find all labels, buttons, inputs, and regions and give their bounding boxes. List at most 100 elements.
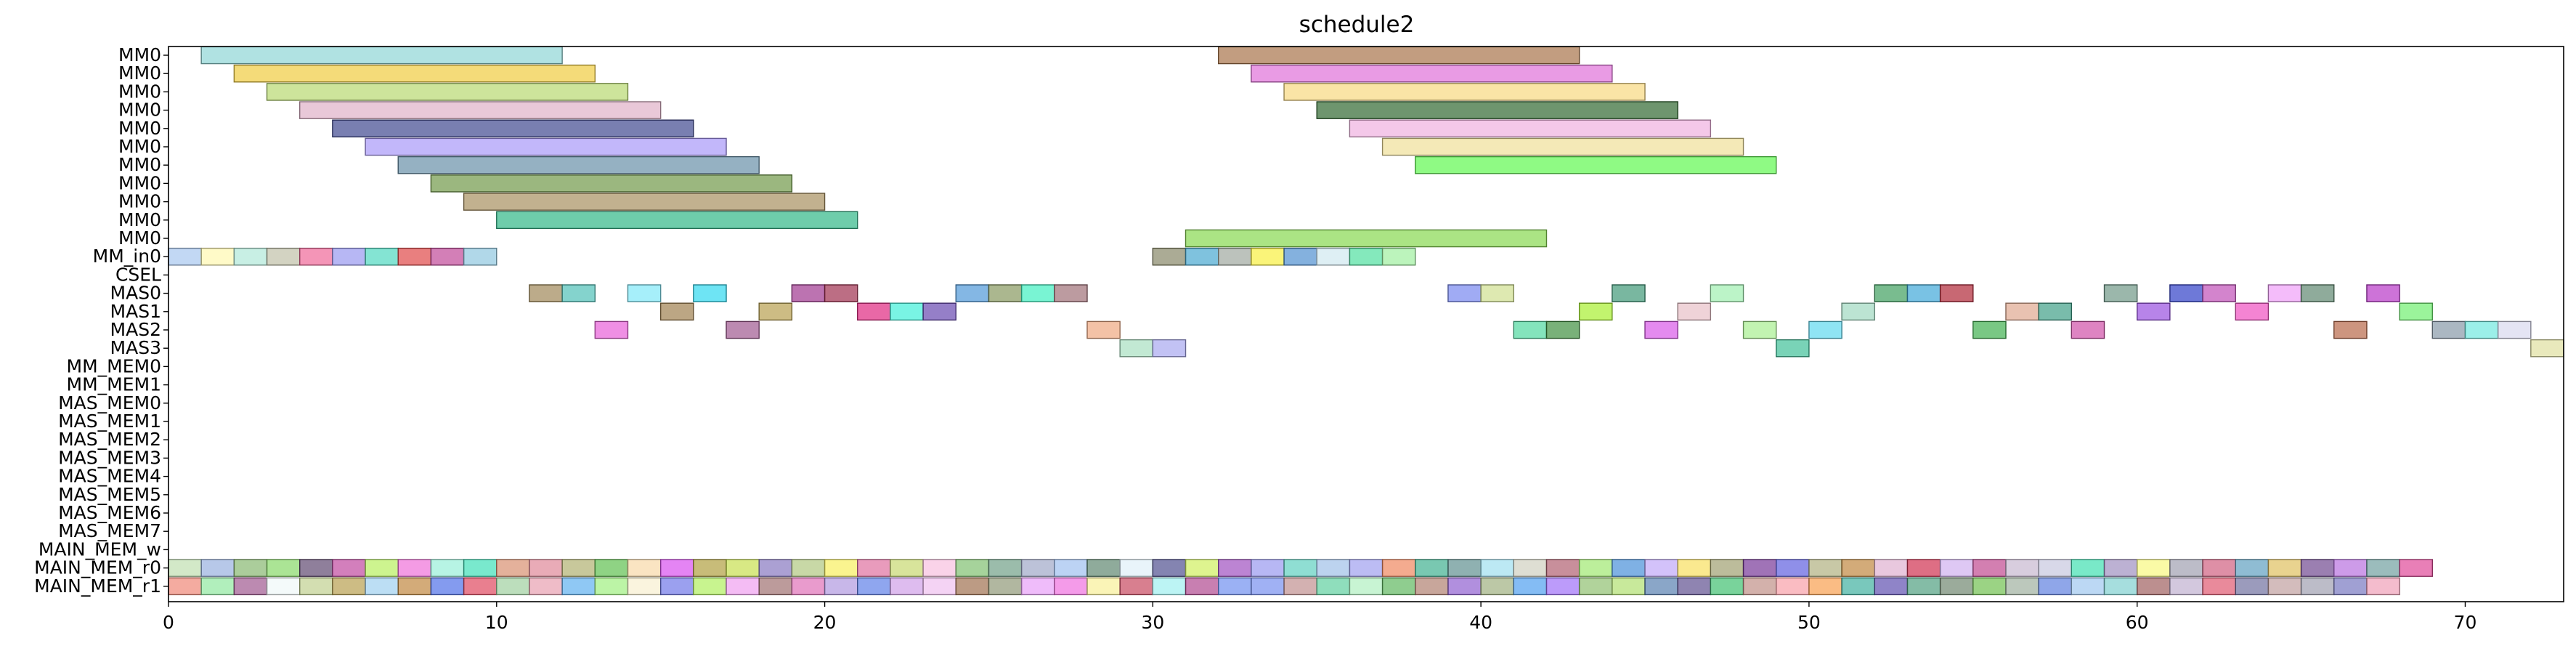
main-mem-r0-bar [266, 559, 301, 577]
y-tick-label: MM0 [118, 191, 161, 212]
main-mem-r1-bar [332, 577, 366, 596]
task-bar [1447, 284, 1482, 302]
task-bar [693, 284, 727, 302]
task-bar [1710, 284, 1744, 302]
main-mem-r0-bar [1217, 559, 1252, 577]
main-mem-r1-bar [1185, 577, 1219, 596]
main-mem-r0-bar [1349, 559, 1384, 577]
main-mem-r1-bar [1841, 577, 1875, 596]
task-bar [299, 247, 333, 266]
task-bar [561, 284, 596, 302]
main-mem-r1-bar [922, 577, 956, 596]
main-mem-r1-bar [1939, 577, 1974, 596]
main-mem-r0-bar [1020, 559, 1055, 577]
main-mem-r1-bar [1710, 577, 1744, 596]
main-mem-r0-bar [2038, 559, 2073, 577]
main-mem-r0-bar [922, 559, 956, 577]
main-mem-r1-bar [2300, 577, 2335, 596]
task-bar [299, 101, 662, 119]
y-tick-label: MM0 [118, 209, 161, 230]
main-mem-r0-bar [1513, 559, 1548, 577]
main-mem-r0-bar [1710, 559, 1744, 577]
main-mem-r1-bar [791, 577, 826, 596]
task-bar [2103, 284, 2138, 302]
task-bar [857, 302, 891, 321]
main-mem-r1-bar [2136, 577, 2171, 596]
task-bar [1283, 247, 1317, 266]
main-mem-r0-bar [1316, 559, 1351, 577]
task-bar [1316, 247, 1351, 266]
main-mem-r0-bar [1152, 559, 1187, 577]
main-mem-r1-bar [200, 577, 235, 596]
task-bar [332, 119, 694, 138]
task-bar [1644, 320, 1678, 339]
main-mem-r1-bar [168, 577, 202, 596]
main-mem-r0-bar [2071, 559, 2105, 577]
task-bar [1906, 284, 1941, 302]
main-mem-r0-bar [1545, 559, 1580, 577]
task-bar [2300, 284, 2335, 302]
main-mem-r1-bar [1742, 577, 1777, 596]
main-mem-r0-bar [693, 559, 727, 577]
task-bar [397, 156, 760, 174]
y-tick-label: MAS_MEM1 [58, 411, 161, 432]
main-mem-r0-bar [2005, 559, 2039, 577]
main-mem-r1-bar [430, 577, 465, 596]
main-mem-r0-bar [2333, 559, 2368, 577]
main-mem-r1-bar [1874, 577, 1909, 596]
y-tick-label: MAS3 [110, 337, 161, 358]
task-bar [1020, 284, 1055, 302]
main-mem-r1-bar [857, 577, 891, 596]
x-tick-label: 10 [485, 612, 508, 633]
main-mem-r1-bar [397, 577, 432, 596]
main-mem-r1-bar [496, 577, 530, 596]
main-mem-r1-bar [233, 577, 268, 596]
main-mem-r1-bar [1381, 577, 1416, 596]
task-bar [397, 247, 432, 266]
main-mem-r0-bar [1381, 559, 1416, 577]
y-axis-labels: MM0MM0MM0MM0MM0MM0MM0MM0MM0MM0MM0MM_in0C… [34, 44, 168, 597]
x-tick-label: 50 [1797, 612, 1821, 633]
main-mem-r1-bar [2235, 577, 2270, 596]
x-tick-label: 60 [2126, 612, 2149, 633]
task-bar [890, 302, 924, 321]
x-axis: 0 10 20 30 40 50 60 70 [163, 602, 2477, 633]
main-mem-r0-bar [1480, 559, 1515, 577]
task-bar [2267, 284, 2302, 302]
main-mem-r0-bar [594, 559, 629, 577]
main-mem-r1-bar [1349, 577, 1384, 596]
task-bar [726, 320, 760, 339]
task-bar [1677, 302, 1712, 321]
main-mem-r0-bar [299, 559, 333, 577]
task-bar [2366, 284, 2400, 302]
task-bar [332, 247, 366, 266]
task-bar [1251, 64, 1613, 83]
main-mem-r0-bar [1776, 559, 1810, 577]
task-bar [1152, 339, 1187, 358]
main-mem-r0-bar [1808, 559, 1842, 577]
main-mem-r0-bar [857, 559, 891, 577]
main-mem-r1-bar [1217, 577, 1252, 596]
main-mem-r1-bar [365, 577, 399, 596]
main-mem-r0-bar [561, 559, 596, 577]
task-bar [233, 64, 596, 83]
main-mem-r0-bar [200, 559, 235, 577]
main-mem-r0-bar [2103, 559, 2138, 577]
task-bar [365, 137, 727, 156]
main-mem-r1-bar [1972, 577, 2007, 596]
task-bar [1185, 247, 1219, 266]
main-mem-r0-bar [1841, 559, 1875, 577]
main-mem-r0-bar [1185, 559, 1219, 577]
task-bar [2399, 302, 2433, 321]
main-mem-r0-bar [1742, 559, 1777, 577]
main-mem-r0-bar [627, 559, 662, 577]
main-mem-r1-bar [1612, 577, 1646, 596]
task-bar [1480, 284, 1515, 302]
main-mem-r1-bar [1020, 577, 1055, 596]
chart-title: schedule2 [1299, 12, 1415, 38]
y-tick-label: MM0 [118, 227, 161, 249]
main-mem-r0-bar [1251, 559, 1285, 577]
task-bar [496, 211, 858, 230]
y-tick-label: MAIN_MEM_w [38, 538, 161, 560]
y-tick-label: MM_MEM0 [67, 355, 161, 376]
